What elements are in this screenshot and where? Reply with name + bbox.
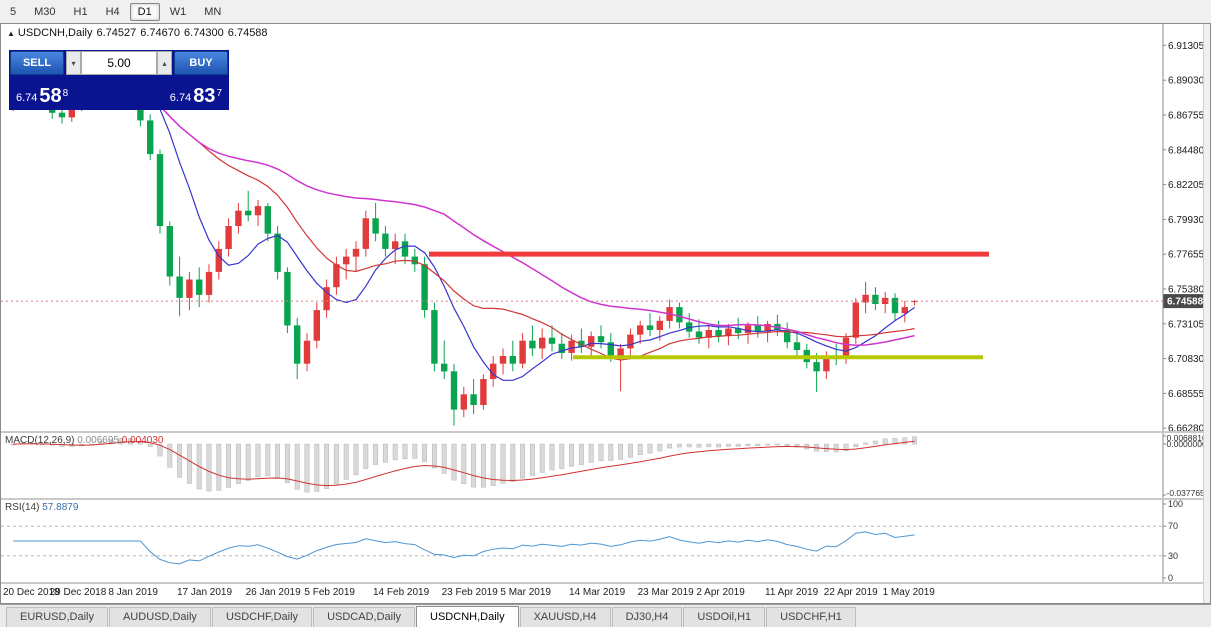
svg-text:6.86755: 6.86755: [1168, 111, 1205, 122]
chart-tab-USDCHF-H1[interactable]: USDCHF,H1: [766, 607, 856, 627]
price-chart-pane[interactable]: 6.91305 6.89030 6.86755 6.84480 6.82205 6.799…: [1, 24, 1210, 435]
time-axis[interactable]: 20 Dec 2018 29 Dec 2018 8 Jan 2019 17 Jan 2…: [1, 584, 1210, 603]
sell-price-pips: 58: [39, 85, 62, 107]
svg-text:100: 100: [1168, 500, 1183, 509]
time-axis-label: 23 Mar 2019: [637, 587, 694, 598]
time-axis-label: 14 Mar 2019: [569, 587, 626, 598]
time-axis-label: 29 Dec 2018: [49, 587, 107, 598]
rsi-label: RSI(14) 57.8879: [5, 502, 79, 513]
svg-text:6.77655: 6.77655: [1168, 250, 1205, 261]
svg-text:6.89030: 6.89030: [1168, 76, 1205, 87]
ohlc-close: 6.74588: [227, 27, 268, 39]
ohlc-open: 6.74527: [96, 27, 137, 39]
ma-8: [12, 86, 915, 381]
time-axis-label: 5 Mar 2019: [500, 587, 551, 598]
volume-up-icon[interactable]: ▴: [157, 51, 172, 75]
time-axis-label: 14 Feb 2019: [373, 587, 430, 598]
volume-input[interactable]: 5.00: [81, 51, 157, 75]
svg-text:0: 0: [1168, 573, 1173, 582]
time-axis-label: 22 Apr 2019: [823, 587, 878, 598]
time-axis-label: 8 Jan 2019: [108, 587, 158, 598]
svg-text:6.91305: 6.91305: [1168, 41, 1205, 52]
macd-label: MACD(12,26,9) 0.006695 0.004030: [5, 435, 164, 446]
timeframe-button-H4[interactable]: H4: [105, 5, 120, 18]
macd-main-value: 0.006695: [77, 435, 119, 446]
svg-text:6.73105: 6.73105: [1168, 319, 1205, 330]
svg-text:6.75380: 6.75380: [1168, 285, 1205, 296]
ohlc-low: 6.74300: [184, 27, 224, 39]
buy-button[interactable]: BUY: [174, 51, 228, 75]
svg-text:30: 30: [1168, 551, 1178, 561]
svg-text:6.84480: 6.84480: [1168, 145, 1205, 156]
macd-pane[interactable]: 0.0068810 0.0000000 -0.0377650 MACD(12,26,…: [1, 433, 1210, 498]
svg-text:6.66280: 6.66280: [1168, 424, 1205, 431]
macd-signal-line: [12, 440, 915, 487]
chart-tab-USDCHF-Daily[interactable]: USDCHF,Daily: [211, 607, 313, 627]
chart-tab-DJ30-H4[interactable]: DJ30,H4: [611, 607, 683, 627]
time-axis-label: 2 Apr 2019: [696, 587, 745, 598]
chart-window: 6.91305 6.89030 6.86755 6.84480 6.82205 6.799…: [0, 23, 1211, 604]
svg-text:6.82205: 6.82205: [1168, 180, 1205, 191]
timeframe-toolbar: 5 M30 H1 H4 D1 W1 MN: [0, 0, 1211, 23]
svg-text:-0.0377650: -0.0377650: [1167, 488, 1210, 498]
svg-text:6.79930: 6.79930: [1168, 215, 1205, 226]
timeframe-button-M30[interactable]: M30: [34, 5, 56, 18]
sell-button[interactable]: SELL: [10, 51, 64, 75]
one-click-collapse-icon[interactable]: ▲: [7, 29, 15, 38]
timeframe-button-5[interactable]: 5: [10, 5, 17, 18]
current-price-badge: 6.74588: [1163, 294, 1205, 309]
buy-price[interactable]: 6.74 83 7: [170, 82, 222, 106]
svg-text:6.74588: 6.74588: [1167, 297, 1204, 308]
volume-stepper: ▾ 5.00 ▴: [66, 51, 172, 75]
time-axis-label: 23 Feb 2019: [441, 587, 498, 598]
svg-text:0.0068810: 0.0068810: [1167, 433, 1207, 443]
chart-tabs-bar: EURUSD,Daily AUDUSD,Daily USDCHF,Daily USDC…: [0, 604, 1211, 627]
rsi-value: 57.8879: [42, 502, 79, 513]
timeframe-button-D1[interactable]: D1: [129, 2, 160, 21]
chart-tab-AUDUSD-Daily[interactable]: AUDUSD,Daily: [108, 607, 211, 627]
ohlc-high: 6.74670: [140, 27, 181, 39]
chart-tab-USDCAD-Daily[interactable]: USDCAD,Daily: [313, 607, 416, 627]
rsi-canvas[interactable]: 100 70 30 0: [1, 499, 1210, 583]
chart-tab-USDCNH-Daily[interactable]: USDCNH,Daily: [416, 606, 519, 627]
time-axis-label: 5 Feb 2019: [304, 587, 355, 598]
buy-price-point: 7: [216, 88, 222, 99]
chart-symbol-label: USDCNH,Daily: [17, 27, 93, 39]
rsi-line: [13, 531, 915, 565]
timeframe-button-MN[interactable]: MN: [204, 5, 222, 18]
time-axis-label: 26 Jan 2019: [245, 587, 301, 598]
macd-signal-value: 0.004030: [121, 435, 164, 446]
chart-tab-XAUUSD-H4[interactable]: XAUUSD,H4: [519, 607, 611, 627]
time-axis-label: 11 Apr 2019: [765, 587, 819, 598]
svg-text:0.0000000: 0.0000000: [1167, 439, 1207, 449]
chart-tab-USDOil-H1[interactable]: USDOil,H1: [683, 607, 766, 627]
buy-price-big: 6.74: [169, 92, 192, 104]
chart-title: ▲ USDCNH,Daily 6.74527 6.74670 6.74300 6.7458…: [7, 27, 272, 39]
timeframe-button-H1[interactable]: H1: [73, 5, 88, 18]
one-click-trading-panel: SELL ▾ 5.00 ▴ BUY 6.74 58 8 6.74 83 7: [9, 50, 229, 110]
svg-text:6.70830: 6.70830: [1168, 354, 1205, 365]
sell-price-point: 8: [62, 88, 69, 99]
svg-text:70: 70: [1168, 521, 1178, 531]
rsi-pane[interactable]: 100 70 30 0 RSI(14) 57.8879: [1, 499, 1210, 583]
sell-price[interactable]: 6.74 58 8: [16, 82, 68, 106]
time-axis-label: 17 Jan 2019: [177, 587, 233, 598]
volume-down-icon[interactable]: ▾: [66, 51, 81, 75]
svg-text:6.68555: 6.68555: [1168, 389, 1205, 400]
sell-price-big: 6.74: [16, 92, 38, 104]
timeframe-button-W1[interactable]: W1: [169, 5, 187, 18]
scrollbar-strip[interactable]: [1203, 24, 1210, 603]
time-axis-label: 1 May 2019: [882, 587, 935, 598]
buy-price-pips: 83: [193, 85, 216, 107]
chart-tab-EURUSD-Daily[interactable]: EURUSD,Daily: [6, 607, 108, 627]
time-axis-label: 20 Dec 2018: [3, 587, 60, 598]
